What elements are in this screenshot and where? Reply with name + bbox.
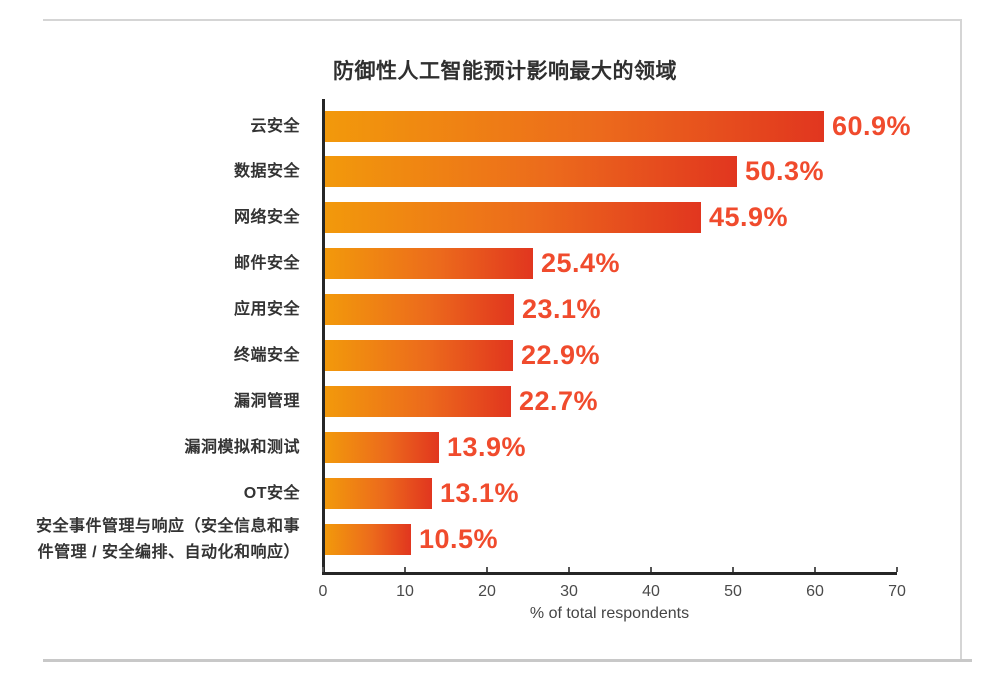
category-label: 漏洞管理 [233, 393, 300, 410]
value-label: 45.9% [709, 202, 789, 232]
value-label: 60.9% [832, 111, 912, 141]
bar-row: 漏洞模拟和测试 13.9% [0, 425, 984, 471]
category-label: 漏洞模拟和测试 [184, 439, 300, 456]
x-tick-label: 40 [642, 583, 660, 600]
bar [325, 111, 824, 142]
bar-row: 云安全 60.9% [0, 104, 984, 150]
bar [325, 524, 411, 555]
x-tick [650, 567, 652, 572]
bar [325, 294, 514, 325]
x-tick-label: 60 [806, 583, 824, 600]
x-tick [322, 567, 324, 572]
bar [325, 202, 701, 233]
page-border-right [960, 19, 962, 661]
x-tick [896, 567, 898, 572]
y-axis-line [322, 99, 325, 575]
category-label: 云安全 [250, 118, 300, 135]
x-tick [404, 567, 406, 572]
category-label: 安全事件管理与响应（安全信息和事 件管理 / 安全编排、自动化和响应） [35, 518, 300, 561]
bar [325, 432, 439, 463]
value-label: 23.1% [522, 294, 602, 324]
bar [325, 156, 737, 187]
value-label: 13.1% [440, 478, 520, 508]
value-label: 50.3% [745, 156, 825, 186]
bar-row: 网络安全 45.9% [0, 195, 984, 241]
chart-title: 防御性人工智能预计影响最大的领域 [333, 60, 677, 83]
category-label: 网络安全 [233, 209, 300, 226]
bar-row: 数据安全 50.3% [0, 149, 984, 195]
bar [325, 340, 513, 371]
value-label: 25.4% [541, 248, 621, 278]
x-tick-label: 70 [888, 583, 906, 600]
bar-row: 安全事件管理与响应（安全信息和事 件管理 / 安全编排、自动化和响应） 10.5% [0, 517, 984, 563]
value-label: 22.9% [521, 340, 601, 370]
x-tick [568, 567, 570, 572]
x-tick-label: 10 [396, 583, 414, 600]
value-label: 22.7% [519, 386, 599, 416]
bar [325, 478, 432, 509]
bar-row: OT安全 13.1% [0, 471, 984, 517]
bar-row: 终端安全 22.9% [0, 333, 984, 379]
page-border-top [43, 19, 962, 21]
category-label: 数据安全 [233, 163, 300, 180]
bar-row: 邮件安全 25.4% [0, 241, 984, 287]
bar [325, 386, 511, 417]
x-tick [486, 567, 488, 572]
value-label: 13.9% [447, 432, 527, 462]
category-label: 应用安全 [233, 301, 300, 318]
x-axis-line [322, 572, 897, 575]
value-label: 10.5% [419, 524, 499, 554]
category-label: OT安全 [243, 485, 300, 502]
bar [325, 248, 533, 279]
category-label: 邮件安全 [233, 255, 300, 272]
category-label: 终端安全 [233, 347, 300, 364]
bar-row: 应用安全 23.1% [0, 287, 984, 333]
page-border-bottom [43, 659, 972, 662]
x-axis-title: % of total respondents [529, 605, 690, 622]
x-tick [732, 567, 734, 572]
x-tick-label: 50 [724, 583, 742, 600]
bar-row: 漏洞管理 22.7% [0, 379, 984, 425]
x-tick-label: 20 [478, 583, 496, 600]
x-tick-label: 30 [560, 583, 578, 600]
x-tick-label: 0 [318, 583, 328, 600]
x-tick [814, 567, 816, 572]
